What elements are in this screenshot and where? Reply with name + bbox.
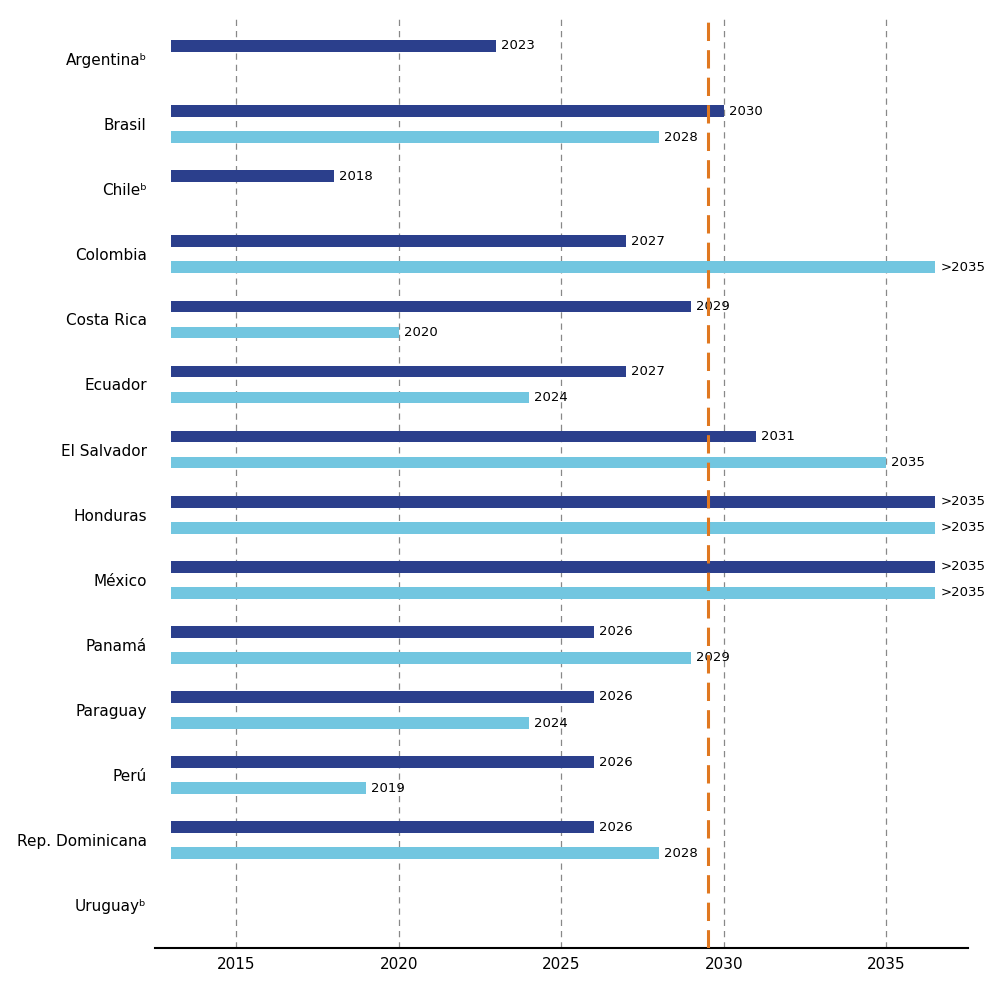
Text: 2020: 2020 xyxy=(403,326,437,339)
Bar xyxy=(171,366,626,378)
Text: 2031: 2031 xyxy=(761,430,795,443)
Bar xyxy=(171,691,593,703)
Bar xyxy=(171,301,690,313)
Text: 2026: 2026 xyxy=(598,821,632,834)
Bar xyxy=(171,626,593,638)
Bar xyxy=(171,105,723,117)
Bar xyxy=(171,586,934,598)
Text: 2018: 2018 xyxy=(339,170,372,183)
Bar xyxy=(171,757,593,767)
Text: 2026: 2026 xyxy=(598,756,632,768)
Text: 2019: 2019 xyxy=(371,781,405,794)
Text: 2029: 2029 xyxy=(695,300,729,313)
Text: 2028: 2028 xyxy=(663,131,696,143)
Bar xyxy=(171,132,658,143)
Bar xyxy=(171,235,626,247)
Text: >2035: >2035 xyxy=(939,495,984,508)
Text: 2027: 2027 xyxy=(630,234,664,248)
Bar xyxy=(171,326,399,338)
Bar xyxy=(171,261,934,273)
Text: 2024: 2024 xyxy=(533,716,567,730)
Text: >2035: >2035 xyxy=(939,586,984,599)
Text: 2035: 2035 xyxy=(891,456,924,469)
Bar xyxy=(171,170,334,182)
Text: 2024: 2024 xyxy=(533,391,567,405)
Bar xyxy=(171,430,756,442)
Text: 2029: 2029 xyxy=(695,652,729,665)
Text: >2035: >2035 xyxy=(939,561,984,574)
Bar xyxy=(171,392,528,404)
Bar xyxy=(171,848,658,859)
Text: 2030: 2030 xyxy=(728,105,762,118)
Text: 2028: 2028 xyxy=(663,847,696,859)
Text: >2035: >2035 xyxy=(939,521,984,534)
Bar xyxy=(171,561,934,573)
Bar xyxy=(171,717,528,729)
Bar xyxy=(171,41,496,51)
Text: 2026: 2026 xyxy=(598,690,632,703)
Bar xyxy=(171,821,593,833)
Bar xyxy=(171,495,934,507)
Text: >2035: >2035 xyxy=(939,261,984,274)
Text: 2023: 2023 xyxy=(501,40,535,52)
Bar xyxy=(171,782,366,794)
Text: 2026: 2026 xyxy=(598,625,632,638)
Text: 2027: 2027 xyxy=(630,365,664,378)
Bar xyxy=(171,522,934,534)
Bar xyxy=(171,457,886,469)
Bar xyxy=(171,652,690,664)
